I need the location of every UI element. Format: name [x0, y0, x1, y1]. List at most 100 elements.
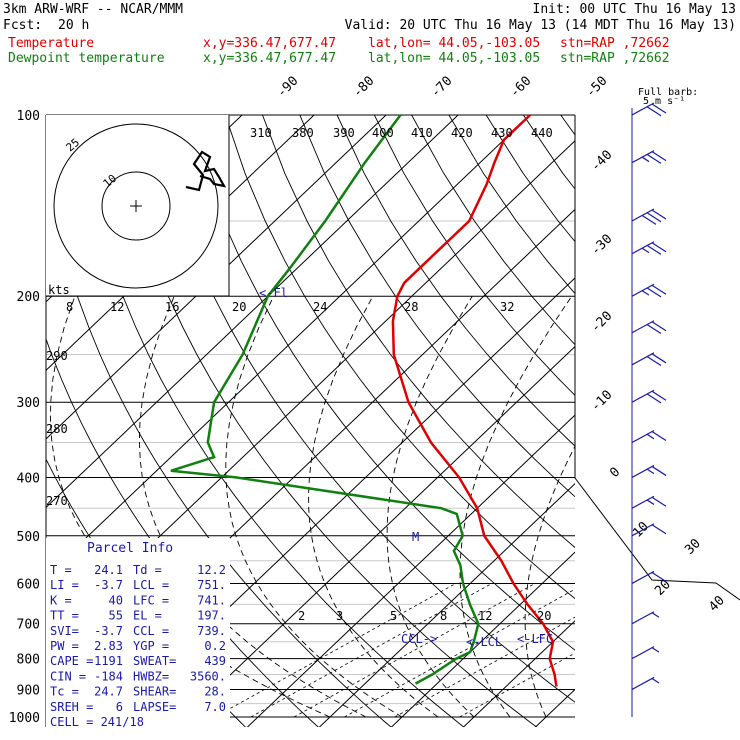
legend-temperature-xy: x,y=336.47,677.47: [203, 36, 337, 51]
mixing-ratio-label-8: 8: [440, 609, 447, 623]
isotherm-40: [605, 115, 740, 730]
wind-barb-shaft: [631, 320, 655, 334]
wind-barb-shaft: [631, 495, 655, 509]
wind-barb-230: [631, 320, 667, 334]
parcel-val-1: 1191: [94, 654, 123, 668]
theta-label-410: 410: [411, 126, 433, 140]
fcst-label: Fcst:: [3, 18, 43, 33]
theta-label-380: 380: [292, 126, 314, 140]
isotherm--10: [246, 414, 575, 727]
parcel-val-2: 197.: [197, 609, 226, 623]
parcel-row: Tc = 24.7 SHEAR= 28.: [50, 685, 226, 699]
hodo-kts-label: kts: [48, 283, 70, 297]
parcel-key-1: K =: [50, 593, 72, 607]
parcel-row: TT = 55 EL = 197.: [50, 609, 226, 623]
isotherm-label--90: -90: [274, 74, 301, 101]
parcel-val-2: 0.2: [204, 639, 226, 653]
wind-barb-900: [631, 676, 660, 690]
pressure-label-500: 500: [17, 530, 40, 545]
wind-barb-shaft: [631, 676, 655, 690]
isotherm-label--80: -80: [350, 74, 377, 101]
legend-temperature-stn: stn=RAP ,72662: [560, 36, 670, 51]
full-barb-label: Full barb:: [638, 87, 698, 98]
parcel-row: SREH = 6 LAPSE= 7.0: [50, 700, 226, 714]
isotherm-label--40: -40: [588, 148, 615, 175]
mixing-ratio-label-12: 12: [478, 609, 492, 623]
wind-barb-half: [651, 647, 660, 653]
legend-dewpoint-xy: x,y=336.47,677.47: [203, 51, 337, 66]
pressure-label-300: 300: [17, 396, 40, 411]
parcel-key-2: CCL =: [133, 624, 169, 638]
dry-adiabat-310: [150, 115, 575, 703]
parcel-key-1: SREH =: [50, 700, 93, 714]
mixing-ratio-5: [293, 583, 536, 718]
dry-adiabat-300: [113, 115, 538, 727]
annotation-m: M: [412, 530, 419, 544]
isotherm-label-0: 0: [607, 465, 623, 481]
isotherm-label--10: -10: [588, 388, 615, 415]
wind-barb-half: [641, 156, 650, 163]
dry-adiabat-280: [46, 166, 392, 727]
init-time: Init: 00 UTC Thu 16 May 13: [532, 2, 737, 17]
parcel-val-2: 28.: [204, 685, 226, 699]
parcel-val-2: 739.: [197, 624, 226, 638]
wind-barb-flag: [651, 284, 667, 295]
isotherm-0: [318, 482, 575, 727]
wind-barb-half: [641, 290, 650, 296]
moist-adiabat-0: [50, 296, 331, 718]
wind-barb-flag: [651, 242, 667, 253]
mixing-ratio-12: [394, 616, 575, 718]
parcel-key-2: SHEAR=: [133, 685, 176, 699]
parcel-key-1: CAPE =: [50, 654, 93, 668]
wind-barb-flag: [651, 524, 667, 535]
hodo-speed-label-16: 16: [165, 300, 179, 314]
wind-barb-170: [631, 241, 667, 255]
wind-barb-flag: [651, 571, 667, 582]
parcel-row: K = 40 LFC = 741.: [50, 593, 226, 607]
wind-barb-shaft: [631, 570, 655, 584]
wind-barb-flag: [651, 209, 667, 220]
parcel-key-1: TT =: [50, 609, 79, 623]
wind-barb-half: [651, 612, 660, 618]
wind-barb-flag: [651, 390, 667, 401]
parcel-key-2: YGP =: [133, 639, 169, 653]
parcel-val-1: -3.7: [94, 578, 123, 592]
hodo-trace: [185, 150, 227, 192]
dry-adiabat-350: [299, 115, 575, 498]
parcel-row: CIN = -184 HWBZ= 3560.: [50, 669, 226, 683]
parcel-title: Parcel Info: [87, 541, 173, 556]
mixing-ratio-2: [214, 583, 457, 718]
parcel-key-2: EL =: [133, 609, 162, 623]
parcel-key-2: SWEAT=: [133, 654, 176, 668]
annotation-lfc: <-LFC: [517, 632, 553, 646]
pressure-label-1000: 1000: [9, 711, 40, 726]
wind-barb-flag: [651, 151, 667, 162]
dry-adiabat-label-270: 270: [46, 494, 68, 508]
wind-barb-shaft: [631, 208, 655, 222]
mixing-ratio-3: [250, 583, 493, 718]
annotation-ccl: CCL->: [401, 632, 437, 646]
wind-barb-flag: [651, 353, 667, 364]
wind-barb-flag: [641, 214, 657, 225]
mixing-ratio-8: [344, 588, 575, 718]
parcel-val-2: 439: [204, 654, 226, 668]
legend-temperature-latlon: lat,lon= 44.05,-103.05: [368, 36, 541, 51]
pressure-label-400: 400: [17, 471, 40, 486]
wind-barb-700: [631, 611, 660, 625]
dry-adiabat-290: [75, 115, 465, 727]
wind-barb-400: [631, 464, 667, 478]
wind-barb-flag: [646, 393, 662, 404]
parcel-key-1: T =: [50, 563, 72, 577]
isotherm--130: [0, 115, 26, 730]
moist-adiabat-30: [524, 445, 575, 718]
wind-barb-half: [646, 433, 655, 440]
isotherm-label-40: 40: [706, 593, 728, 615]
dry-adiabat-360: [336, 115, 575, 447]
wind-barb-120: [631, 150, 667, 164]
parcel-key-2: HWBZ=: [133, 669, 169, 683]
wind-barb-350: [631, 430, 667, 444]
parcel-row: T = 24.1 Td = 12.2: [50, 563, 226, 577]
parcel-key-1: LI =: [50, 578, 79, 592]
dry-adiabat-330: [224, 115, 575, 600]
